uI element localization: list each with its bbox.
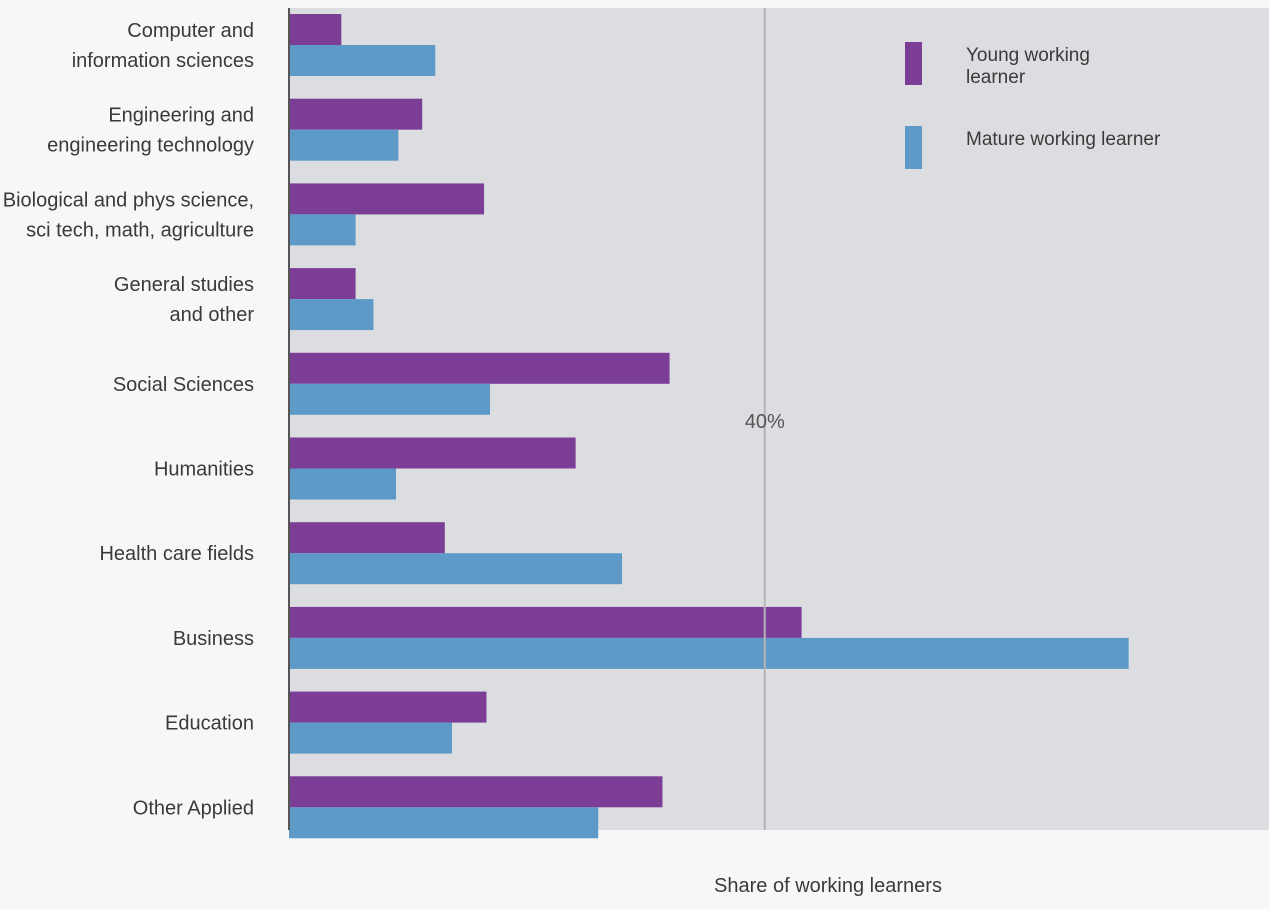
bar-young-7 (289, 606, 802, 638)
bar-mature-5 (289, 468, 397, 500)
bar-mature-4 (289, 383, 490, 415)
bar-young-0 (289, 14, 342, 45)
category-label-6: Health care fields (99, 543, 254, 565)
bars-layer (289, 14, 1129, 839)
legend-label-mature: Mature working learner (966, 129, 1161, 150)
bar-young-6 (289, 522, 445, 554)
bar-mature-3 (289, 299, 374, 331)
category-label-7: Business (173, 628, 254, 650)
category-label-0: Computer and information sciences (72, 20, 254, 72)
category-label-8: Education (165, 713, 254, 735)
bar-young-8 (289, 691, 487, 723)
bar-young-1 (289, 98, 423, 130)
bar-young-4 (289, 352, 670, 384)
category-label-3: General studies and other (114, 274, 254, 326)
legend-swatch-young (905, 42, 922, 85)
bar-mature-8 (289, 722, 452, 754)
bar-mature-1 (289, 129, 399, 161)
category-label-9: Other Applied (133, 797, 254, 819)
bar-mature-6 (289, 553, 623, 585)
category-label-2: Biological and phys science, sci tech, ma… (3, 189, 254, 241)
x-axis-title: Share of working learners (714, 875, 942, 897)
reference-line-label: 40% (745, 411, 785, 433)
legend-swatch-mature (905, 126, 922, 169)
bar-mature-9 (289, 807, 599, 839)
bar-mature-0 (289, 45, 436, 76)
category-label-1: Engineering and engineering technology (47, 105, 254, 157)
category-labels: Computer and information sciences Engineer… (3, 20, 255, 819)
legend-label-young: Young working learner (966, 45, 1090, 88)
bar-young-2 (289, 183, 485, 215)
bar-mature-2 (289, 214, 356, 246)
bar-young-5 (289, 437, 576, 469)
bar-young-3 (289, 268, 356, 300)
bar-mature-7 (289, 637, 1129, 669)
category-label-4: Social Sciences (113, 374, 254, 396)
category-label-5: Humanities (154, 459, 254, 481)
legend: Young working learner Mature working learn… (905, 42, 1161, 169)
bar-young-9 (289, 776, 663, 808)
